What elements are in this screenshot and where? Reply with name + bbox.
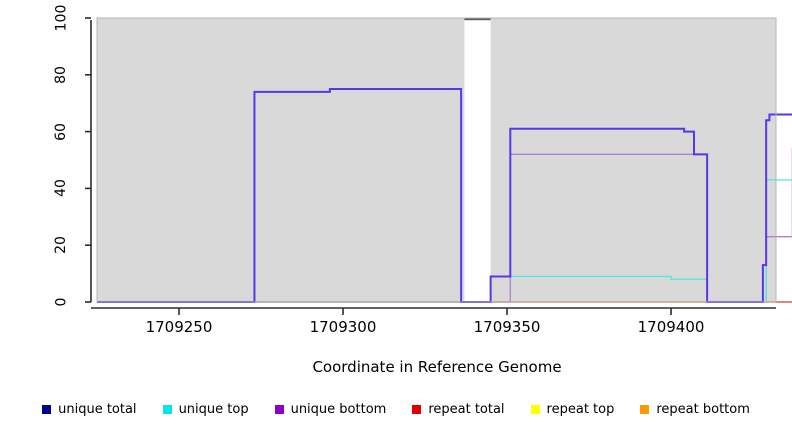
legend-item-label: repeat total bbox=[428, 401, 505, 417]
legend-item[interactable]: unique total bbox=[42, 401, 137, 417]
legend-item[interactable]: unique bottom bbox=[274, 401, 387, 417]
legend-item-label: repeat bottom bbox=[656, 401, 750, 417]
x-axis-tick-label: 1709400 bbox=[637, 318, 705, 336]
legend-swatch-icon bbox=[274, 404, 284, 414]
gap-top-cap bbox=[464, 18, 491, 21]
legend: unique total unique top unique bottom repea… bbox=[0, 398, 792, 420]
legend-item-label: unique bottom bbox=[290, 401, 387, 417]
legend-item[interactable]: repeat total bbox=[412, 401, 505, 417]
legend-item[interactable]: repeat top bbox=[530, 401, 615, 417]
legend-swatch-icon bbox=[412, 404, 422, 414]
plot-border bbox=[96, 17, 777, 303]
legend-item-label: unique top bbox=[178, 401, 249, 417]
legend-swatch-icon bbox=[162, 404, 172, 414]
legend-item-label: repeat top bbox=[546, 401, 615, 417]
series-line-unique-total bbox=[97, 88, 792, 303]
no-data-gap-region bbox=[464, 18, 491, 302]
legend-swatch-icon bbox=[42, 404, 52, 414]
legend-swatch-icon bbox=[640, 404, 650, 414]
plot-background bbox=[97, 18, 776, 302]
legend-item[interactable]: repeat bottom bbox=[640, 403, 750, 416]
legend-item[interactable]: unique top bbox=[162, 401, 249, 417]
x-axis-tick-label: 1709300 bbox=[309, 318, 377, 336]
legend-swatch-icon bbox=[530, 404, 540, 414]
x-axis-tick-label: 1709250 bbox=[145, 318, 213, 336]
x-axis-title: Coordinate in Reference Genome bbox=[312, 358, 562, 376]
x-axis-tick-label: 1709350 bbox=[473, 318, 541, 336]
legend-item-label: unique total bbox=[58, 401, 137, 417]
